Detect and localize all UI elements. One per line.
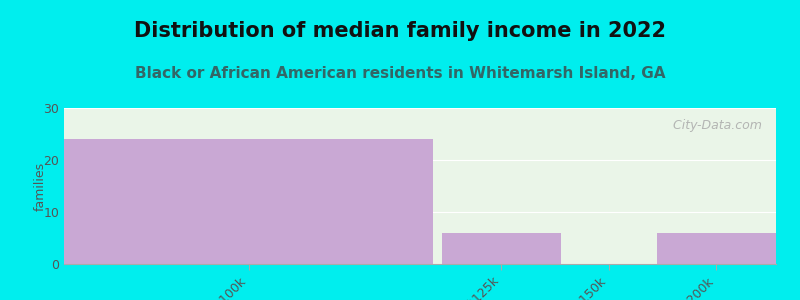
Text: City-Data.com: City-Data.com [665, 119, 762, 132]
Y-axis label: families: families [34, 161, 47, 211]
Text: Black or African American residents in Whitemarsh Island, GA: Black or African American residents in W… [134, 66, 666, 81]
Bar [442, 233, 561, 264]
Bar [657, 233, 776, 264]
Text: Distribution of median family income in 2022: Distribution of median family income in … [134, 21, 666, 41]
Bar [64, 139, 434, 264]
